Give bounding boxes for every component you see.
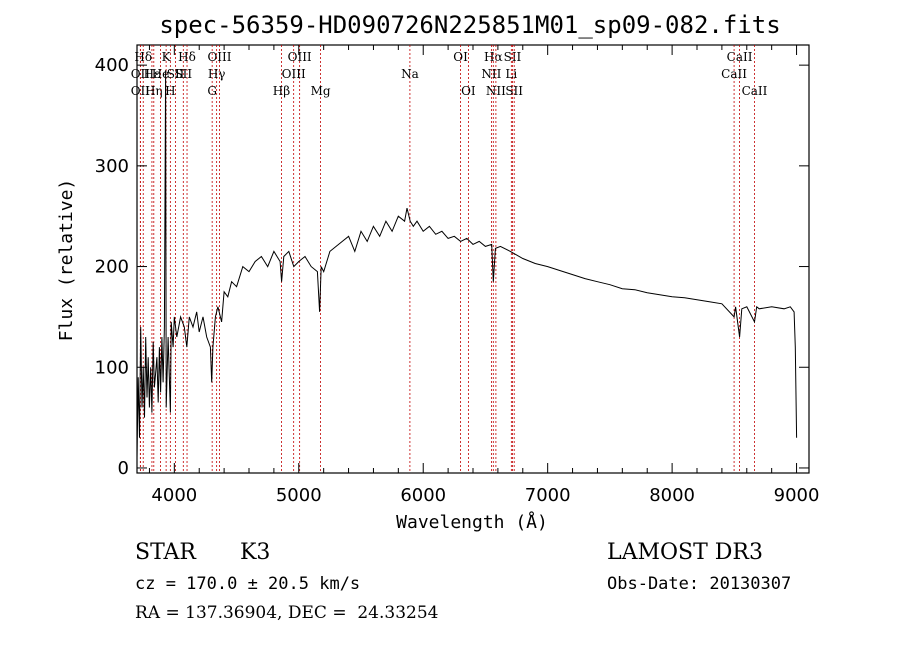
plot-frame (136, 44, 810, 474)
spectral-line-label: Hε (144, 67, 161, 81)
spectral-line-label: Hδ (134, 50, 152, 64)
y-tick-label: 300 (95, 156, 129, 177)
spectral-line-label: NII (486, 84, 506, 98)
spectral-line-label: CaII (721, 67, 747, 81)
y-tick-label: 0 (118, 458, 129, 479)
spectral-line-label: SII (505, 84, 523, 98)
object-subclass: K3 (240, 540, 271, 565)
y-tick-label: 200 (95, 257, 129, 278)
spectral-line-label: Hη (145, 84, 163, 98)
x-axis-label: Wavelength (Å) (396, 511, 548, 533)
x-tick-label: 5000 (276, 485, 322, 506)
spectral-line-label: Hα (484, 50, 503, 64)
y-tick-label: 100 (95, 357, 129, 378)
spectral-line-label: Hγ (208, 67, 226, 81)
spectral-line-label: Hβ (273, 84, 290, 98)
x-tick-label: 8000 (649, 485, 695, 506)
flux-series-line (136, 70, 798, 458)
spectral-line-label: He (152, 67, 170, 81)
chart-title: spec-56359-HD090726N225851M01_sp09-082.f… (159, 11, 780, 39)
spectral-line-label: Li (505, 67, 517, 81)
spectral-line-label: OIII (207, 50, 231, 64)
y-tick-label: 400 (95, 55, 129, 76)
x-tick-label: 9000 (774, 485, 820, 506)
spectral-line-label: OII (131, 84, 151, 98)
object-class: STAR (135, 540, 196, 565)
spectral-line-label: Hδ (178, 50, 196, 64)
spectral-line-label: SII (167, 67, 185, 81)
observation-date: Obs-Date: 20130307 (607, 574, 792, 594)
spectral-line-label: CaII (727, 50, 753, 64)
spectral-line-label: G (207, 84, 217, 98)
spectral-line-label: SII (174, 67, 192, 81)
spectral-line-label: Mg (311, 84, 331, 98)
spectral-line-label: NII (481, 67, 501, 81)
spectral-line-label: K (162, 50, 172, 64)
axis-ticks: 4000 5000 6000 7000 8000 9000 0 100 200 300 400 (95, 45, 820, 506)
survey-name: LAMOST DR3 (607, 540, 763, 565)
spectral-line-label: SII (504, 50, 522, 64)
y-axis-label: Flux (relative) (56, 179, 77, 342)
spectral-line-label: H (165, 84, 175, 98)
spectral-line-label: OIII (288, 50, 312, 64)
spectral-line-label: CaII (742, 84, 768, 98)
x-tick-label: 4000 (151, 485, 197, 506)
spectral-line-label: OI (461, 84, 476, 98)
spectral-line-label: Na (401, 67, 419, 81)
spectral-line-label: OI (453, 50, 468, 64)
spectral-line-label: OIII (282, 67, 306, 81)
redshift-cz: cz = 170.0 ± 20.5 km/s (135, 574, 361, 594)
x-tick-label: 6000 (400, 485, 446, 506)
x-tick-label: 7000 (525, 485, 571, 506)
ra-dec-coordinates: RA = 137.36904, DEC = 24.33254 (135, 603, 439, 623)
